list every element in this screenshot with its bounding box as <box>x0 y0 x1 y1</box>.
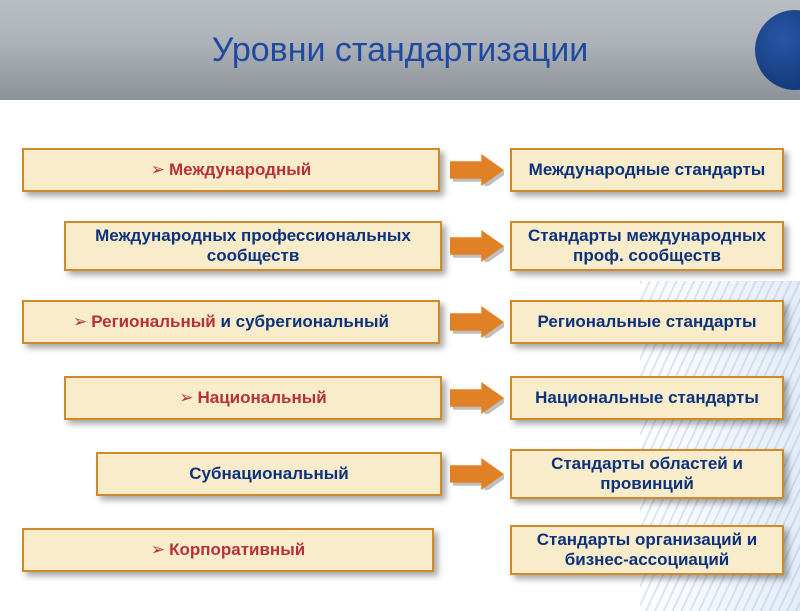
diagram-content: ➢МеждународныйМеждународные стандартыМеж… <box>0 140 800 611</box>
bullet-icon: ➢ <box>179 388 193 407</box>
arrow-icon <box>450 306 504 338</box>
arrow-icon <box>450 382 504 414</box>
diagram-row: ➢Корпоративный Стандарты организаций и би… <box>0 520 800 580</box>
standard-box-text: Стандарты международных проф. сообществ <box>528 226 766 265</box>
standard-box: Стандарты областей и провинций <box>510 449 784 499</box>
standard-box: Международные стандарты <box>510 148 784 192</box>
standard-box: Стандарты организаций и бизнес-ассоциаци… <box>510 525 784 575</box>
standard-box-text: Национальные стандарты <box>535 388 759 407</box>
bullet-icon: ➢ <box>73 312 87 331</box>
diagram-row: ➢Региональный и субрегиональныйРегиональ… <box>0 292 800 352</box>
level-box-text: Международный <box>169 160 311 179</box>
diagram-row: Международных профессиональных сообществ… <box>0 216 800 276</box>
level-box: Субнациональный <box>96 452 442 496</box>
arrow-icon <box>450 458 504 490</box>
standard-box: Региональные стандарты <box>510 300 784 344</box>
standard-box: Стандарты международных проф. сообществ <box>510 221 784 271</box>
standard-box-text: Региональные стандарты <box>538 312 757 331</box>
level-box: ➢ Национальный <box>64 376 442 420</box>
level-box: ➢Международный <box>22 148 440 192</box>
level-box: Международных профессиональных сообществ <box>64 221 442 271</box>
standard-box-text: Стандарты организаций и бизнес-ассоциаци… <box>537 530 758 569</box>
arrow-icon <box>450 230 504 262</box>
standard-box-text: Международные стандарты <box>529 160 766 179</box>
diagram-row: ➢Международный Международные стандарты <box>0 140 800 200</box>
level-box-text: и субрегиональный <box>220 312 389 331</box>
page-title: Уровни стандартизации <box>212 31 588 70</box>
arrow-icon <box>450 154 504 186</box>
level-box-text: Национальный <box>198 388 327 407</box>
standard-box-text: Стандарты областей и провинций <box>551 454 743 493</box>
standard-box: Национальные стандарты <box>510 376 784 420</box>
diagram-row: ➢ Национальный Национальные стандарты <box>0 368 800 428</box>
level-box: ➢Региональный и субрегиональный <box>22 300 440 344</box>
bullet-icon: ➢ <box>151 540 165 559</box>
bullet-icon: ➢ <box>151 160 165 179</box>
level-box-text: Корпоративный <box>169 540 305 559</box>
header-bar: Уровни стандартизации <box>0 0 800 100</box>
level-box-text: Субнациональный <box>189 464 348 483</box>
level-box-text: Региональный <box>91 312 216 331</box>
level-box-text: Международных профессиональных сообществ <box>95 226 411 265</box>
diagram-row: Субнациональный Стандарты областей и пров… <box>0 444 800 504</box>
level-box: ➢Корпоративный <box>22 528 434 572</box>
